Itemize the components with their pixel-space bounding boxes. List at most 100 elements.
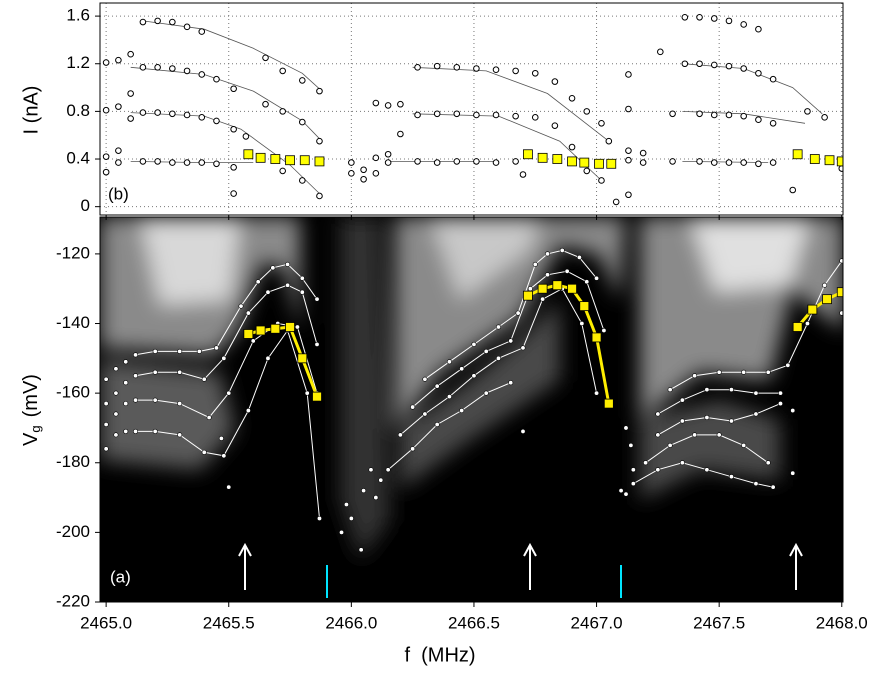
dot xyxy=(679,397,685,403)
dot xyxy=(643,460,649,466)
square-point xyxy=(314,156,325,167)
open-circle xyxy=(492,66,500,73)
open-circle xyxy=(639,149,647,157)
dot xyxy=(559,247,565,253)
dot xyxy=(704,415,710,421)
dot xyxy=(177,348,183,354)
dot xyxy=(770,484,776,490)
fit-line xyxy=(130,112,323,197)
dot xyxy=(113,411,119,417)
dot xyxy=(564,268,570,274)
y-tick-label: 0.8 xyxy=(66,101,90,120)
open-circle xyxy=(348,159,355,166)
dot xyxy=(728,418,734,424)
dot xyxy=(152,397,158,403)
open-circle xyxy=(183,23,191,31)
arrows xyxy=(238,542,803,590)
open-circle xyxy=(127,90,134,97)
open-circle xyxy=(492,111,500,119)
dot xyxy=(679,418,685,424)
dot xyxy=(545,272,551,278)
dot xyxy=(265,355,271,361)
dot xyxy=(177,369,183,375)
fit-line xyxy=(412,66,610,142)
open-circle xyxy=(598,119,605,127)
open-circle xyxy=(115,56,122,64)
dot xyxy=(584,279,590,285)
panel-label: (b) xyxy=(108,184,129,203)
open-circle xyxy=(360,175,367,183)
dot xyxy=(704,467,710,473)
dot xyxy=(373,495,379,501)
y-axis-label-main: V xyxy=(20,432,42,446)
panel-label: (a) xyxy=(110,567,131,586)
fit-line xyxy=(400,288,598,436)
open-circle xyxy=(769,159,777,166)
x-tick-label: 2466.5 xyxy=(448,613,500,632)
y-axis-label: I (nA) xyxy=(20,86,42,135)
open-circle xyxy=(169,159,176,166)
open-circle xyxy=(169,110,176,118)
open-circle xyxy=(348,170,355,177)
open-circle xyxy=(725,111,733,119)
square-point xyxy=(285,322,295,332)
dot xyxy=(495,355,501,361)
open-circle xyxy=(696,110,703,118)
open-circle xyxy=(169,65,176,72)
dot xyxy=(339,529,345,535)
y-tick-label: -180 xyxy=(56,452,90,471)
dot xyxy=(655,411,661,417)
open-circle xyxy=(625,156,632,164)
dot xyxy=(314,296,320,302)
plot-area xyxy=(102,13,843,206)
open-circle xyxy=(740,21,747,28)
x-tick-label: 2467.0 xyxy=(571,613,623,632)
open-circle xyxy=(299,77,306,84)
y-tick-label: 0.4 xyxy=(66,149,90,168)
dot xyxy=(133,352,139,358)
dot xyxy=(201,376,207,382)
dot xyxy=(753,390,759,396)
dot xyxy=(790,408,796,414)
open-circle xyxy=(183,67,191,75)
open-circle xyxy=(316,87,323,95)
y-axis-label-unit: (mV) xyxy=(20,374,42,417)
dot xyxy=(378,477,384,483)
open-circle xyxy=(154,17,161,25)
open-circle xyxy=(512,67,519,75)
open-circle xyxy=(519,171,527,178)
dot xyxy=(471,341,477,347)
open-circle xyxy=(433,159,441,166)
dot xyxy=(123,401,129,407)
open-circle xyxy=(789,186,797,194)
open-circle xyxy=(710,159,718,166)
y-tick-label: -160 xyxy=(56,383,90,402)
open-circle xyxy=(213,117,220,125)
open-circle xyxy=(127,115,134,122)
open-circle xyxy=(242,133,250,140)
dot xyxy=(422,376,428,382)
dot xyxy=(123,380,129,386)
open-circle xyxy=(681,60,689,68)
open-circle xyxy=(769,75,777,83)
square-point xyxy=(567,283,577,294)
x-tick-label: 2468.0 xyxy=(816,613,868,632)
dot xyxy=(765,460,771,466)
plot-area xyxy=(103,247,843,553)
open-circle xyxy=(279,67,286,75)
dot xyxy=(446,359,452,365)
open-circle xyxy=(433,62,441,70)
dot xyxy=(777,390,783,396)
dot xyxy=(679,460,685,466)
fit-line xyxy=(796,290,843,328)
dot xyxy=(520,345,526,351)
dot xyxy=(213,345,219,351)
open-circle xyxy=(531,114,539,121)
open-circle xyxy=(213,75,220,83)
dot xyxy=(113,432,119,438)
open-circle xyxy=(512,158,519,165)
open-circle xyxy=(414,111,421,119)
dot xyxy=(594,390,600,396)
open-circle xyxy=(279,167,286,175)
dot xyxy=(601,327,607,333)
